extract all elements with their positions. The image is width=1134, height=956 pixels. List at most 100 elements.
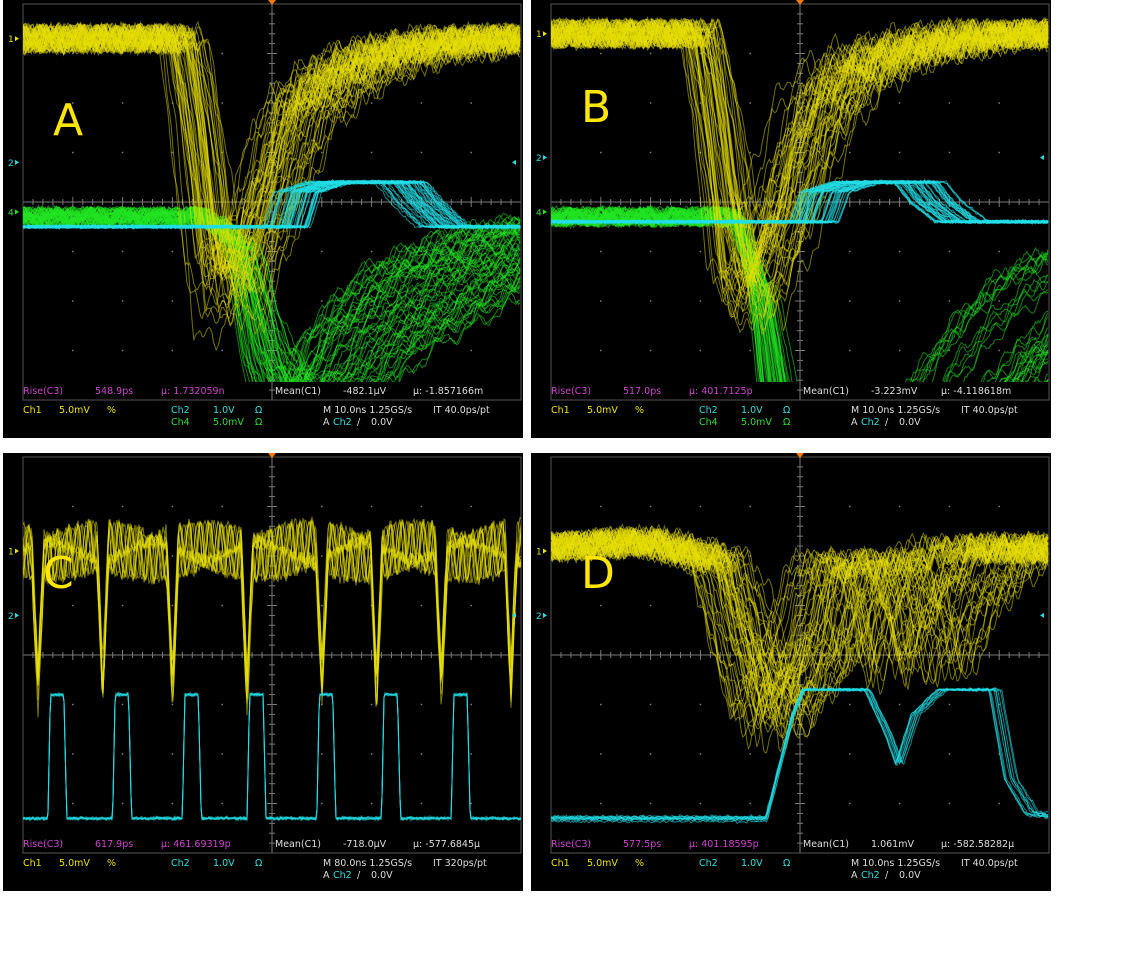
grid-dot <box>171 250 174 253</box>
grid-dot <box>470 349 473 352</box>
timebase: M 10.0ns 1.25GS/s <box>851 405 940 416</box>
grid-dot <box>320 151 323 154</box>
grid-dot <box>898 349 901 352</box>
trace-ch4-sweep <box>23 206 521 382</box>
grid-dot <box>470 753 473 755</box>
grid-dot <box>699 349 702 352</box>
trace-ch1-sweep <box>551 529 1049 730</box>
grid-dot <box>998 802 1001 805</box>
grid-dot <box>948 250 951 253</box>
channel-2-marker: 2 <box>8 159 14 169</box>
trace-ch1-sweep <box>551 528 1049 714</box>
ch1-flag: % <box>635 858 644 869</box>
trigger-position-marker <box>268 453 276 458</box>
trigger-slope: / <box>357 870 361 881</box>
measurement-value: 617.9ps <box>95 839 133 850</box>
grid-dot <box>420 604 423 607</box>
scope-panel-b: 1 2 4 B Rise(C3) 517.0ps μ: 401.7125p Mean(C1) -… <box>531 0 1051 438</box>
grid-dot <box>649 151 652 154</box>
grid-dot <box>221 604 224 607</box>
grid-dot <box>649 300 652 302</box>
scope-panel-c: 1 2 C Rise(C3) 617.9ps μ: 461.69319p Mean(C1) -… <box>3 453 523 891</box>
grid-dot <box>599 52 602 55</box>
mean-value: -718.0μV <box>343 839 387 850</box>
grid-dot <box>649 505 652 508</box>
ch1-label: Ch1 <box>551 405 570 416</box>
grid-dot <box>121 102 124 104</box>
grid-dot <box>749 802 752 805</box>
grid-dot <box>649 102 652 104</box>
grid-dot <box>320 802 323 805</box>
ch2-unit: Ω <box>783 858 790 869</box>
trace-ch1-sweep <box>551 528 1049 712</box>
channel-marker-arrow <box>543 31 547 37</box>
trace-ch2-sweep <box>551 687 1049 822</box>
grid-dot <box>749 52 752 55</box>
grid-dot <box>420 703 423 706</box>
channel-marker-arrow <box>15 209 19 215</box>
grid-dot <box>71 703 74 706</box>
trace-ch1-sweep <box>551 529 1049 681</box>
grid-dot <box>221 703 224 706</box>
trigger-prefix: A <box>851 870 858 881</box>
trigger-source: Ch2 <box>861 417 880 428</box>
grid-dot <box>749 349 752 352</box>
grid-dot <box>320 250 323 253</box>
trigger-level-marker <box>1040 612 1044 618</box>
ch4-unit: Ω <box>255 417 262 428</box>
measurement-label: Rise(C3) <box>551 386 591 397</box>
grid-dot <box>171 300 174 302</box>
scope-display-c: 1 2 C Rise(C3) 617.9ps μ: 461.69319p Mean(C1) -… <box>8 453 522 881</box>
mean-mu-stat: μ: -4.118618m <box>941 386 1011 397</box>
ch1-flag: % <box>635 405 644 416</box>
measurement-mean-stat: μ: 1.732059n <box>161 386 225 397</box>
grid-dot <box>121 300 124 302</box>
trace-ch2-persistence <box>23 178 521 231</box>
trigger-prefix: A <box>851 417 858 428</box>
grid-dot <box>121 703 124 706</box>
grid-dot <box>470 703 473 706</box>
grid-dot <box>699 250 702 253</box>
trigger-source: Ch2 <box>333 870 352 881</box>
trace-ch1-sweep <box>551 527 1049 696</box>
interpolation-time: IT 40.0ps/pt <box>433 405 490 416</box>
ch4-scale: 5.0mV <box>213 417 244 428</box>
ch2-unit: Ω <box>255 405 262 416</box>
trace-ch4-sweep <box>23 205 521 382</box>
scope-display-d: 1 2 D Rise(C3) 577.5ps μ: 401.18595p Mean(C1) 1… <box>536 453 1050 881</box>
grid-dot <box>898 703 901 706</box>
interpolation-time: IT 40.0ps/pt <box>961 858 1018 869</box>
grid-dot <box>71 300 74 302</box>
trace-ch4-sweep <box>551 206 786 382</box>
mean-mu-stat: μ: -577.6845μ <box>413 839 480 850</box>
ch2-unit: Ω <box>783 405 790 416</box>
trace-ch2-persistence <box>23 690 521 823</box>
trigger-level: 0.0V <box>371 417 393 428</box>
grid-dot <box>370 250 373 253</box>
mean-value: -482.1μV <box>343 386 387 397</box>
grid-dot <box>649 52 652 55</box>
grid-dot <box>749 102 752 104</box>
ch2-scale: 1.0V <box>741 405 763 416</box>
grid-dot <box>221 505 224 508</box>
trace-ch4-sweep <box>551 206 1049 382</box>
grid-dot <box>599 300 602 302</box>
grid-dot <box>998 102 1001 104</box>
ch1-flag: % <box>107 858 116 869</box>
channel-1-marker: 1 <box>536 548 542 558</box>
channel-1-marker: 1 <box>8 35 14 45</box>
channel-marker-arrow <box>543 154 547 160</box>
trace-ch2-sweep <box>23 690 521 822</box>
ch2-label: Ch2 <box>699 405 718 416</box>
grid-dot <box>320 300 323 302</box>
mean-label: Mean(C1) <box>803 386 849 397</box>
ch4-label: Ch4 <box>171 417 190 428</box>
trace-ch2-persistence <box>551 686 1049 825</box>
grid-dot <box>599 505 602 508</box>
channel-2-marker: 2 <box>536 612 542 622</box>
grid-dot <box>948 505 951 508</box>
grid-dot <box>370 102 373 104</box>
ch2-scale: 1.0V <box>213 858 235 869</box>
grid-dot <box>699 703 702 706</box>
grid-dot <box>121 802 124 805</box>
